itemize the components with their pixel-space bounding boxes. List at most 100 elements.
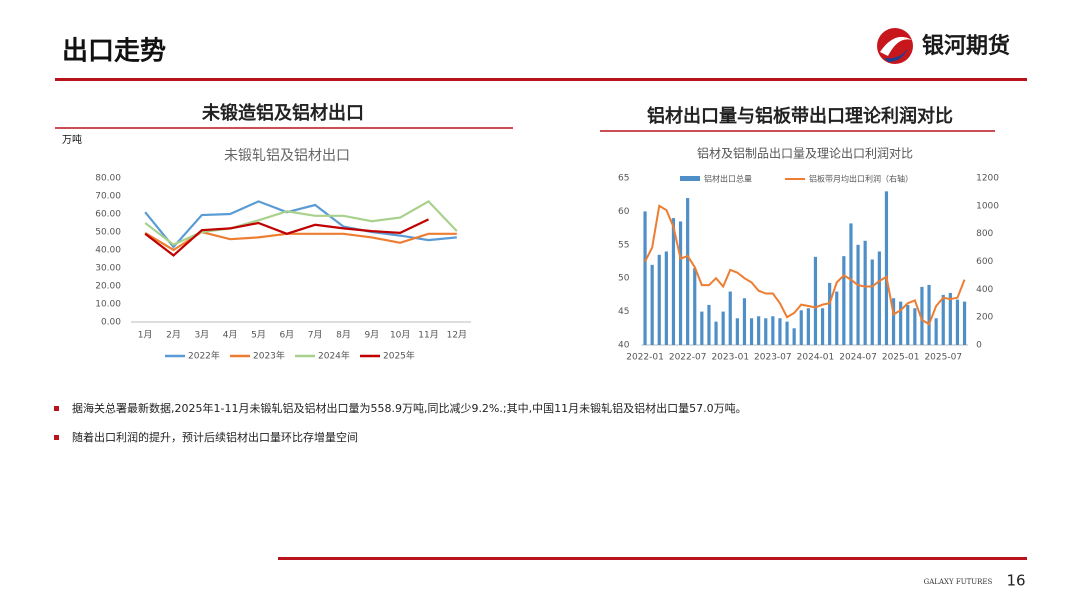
bar (693, 268, 697, 345)
y2-tick-label: 1200 (976, 174, 999, 184)
bar (877, 251, 881, 345)
bar (813, 256, 818, 345)
bar (927, 284, 931, 345)
x-tick-label: 10月 (390, 330, 410, 341)
chart-title: 未锻轧铝及铝材出口 (224, 148, 350, 164)
x-tick-label: 2024-07 (839, 353, 877, 363)
y-tick-label: 45 (618, 307, 629, 317)
data-line (644, 204, 966, 326)
bar (678, 221, 683, 345)
x-tick-label: 12月 (447, 330, 467, 341)
data-line (144, 218, 429, 257)
x-tick-label: 8月 (336, 330, 351, 341)
bullet-icon (54, 435, 59, 440)
x-tick-label: 6月 (279, 330, 294, 341)
bar (792, 328, 796, 345)
section-heading: 未锻造铝及铝材出口 (202, 102, 364, 124)
bar (842, 256, 846, 345)
bar (941, 294, 945, 345)
bar (899, 301, 903, 345)
x-tick-label: 2025-07 (924, 353, 962, 363)
bar (856, 244, 860, 345)
bar (735, 318, 739, 345)
y2-tick-label: 400 (976, 285, 993, 295)
bar (707, 304, 711, 345)
bar (891, 298, 896, 345)
bar (955, 299, 960, 345)
bullet-text: 随着出口利润的提升，预计后续铝材出口量环比存增量空间 (72, 430, 358, 444)
bar (863, 240, 867, 345)
bar (757, 316, 761, 345)
bar (778, 318, 782, 345)
legend-label: 铝材出口总量 (704, 174, 752, 184)
data-line (144, 200, 457, 249)
y-tick-label: 60.00 (95, 210, 121, 220)
x-tick-label: 2024-01 (797, 353, 835, 363)
bar (849, 223, 853, 345)
y-tick-label: 80.00 (95, 174, 121, 184)
bar (934, 318, 938, 345)
x-tick-label: 2022-07 (669, 353, 707, 363)
legend-swatch (680, 176, 700, 181)
y-tick-label: 40.00 (95, 246, 121, 256)
y-tick-label: 0.00 (101, 318, 121, 328)
bar (771, 316, 775, 345)
header-rule (55, 78, 1027, 81)
y-tick-label: 60 (618, 207, 630, 217)
y2-tick-label: 1000 (976, 201, 999, 211)
chart-title: 铝材及铝制品出口量及理论出口利润对比 (697, 146, 913, 161)
y2-tick-label: 600 (976, 257, 993, 267)
y-tick-label: 20.00 (95, 282, 121, 292)
bar (714, 321, 718, 345)
bar (806, 308, 810, 345)
bar (913, 308, 917, 345)
x-tick-label: 5月 (251, 330, 266, 341)
bar (764, 318, 768, 345)
y-tick-label: 10.00 (95, 300, 121, 310)
logo-icon (877, 28, 913, 64)
bar (828, 282, 832, 345)
bar (749, 318, 754, 345)
x-tick-label: 4月 (223, 330, 238, 341)
bar (835, 291, 839, 345)
x-tick-label: 2023-01 (711, 353, 749, 363)
bar (721, 311, 725, 345)
x-tick-label: 3月 (194, 330, 209, 341)
bullet-icon (54, 406, 59, 411)
bullet-text: 据海关总署最新数据,2025年1-11月未锻轧铝及铝材出口量为558.9万吨,同… (72, 401, 747, 415)
bar (643, 211, 647, 345)
y-tick-label: 55 (618, 240, 629, 250)
page-number: 16 (1006, 572, 1025, 590)
bar (664, 251, 668, 345)
y2-tick-label: 200 (976, 313, 993, 323)
logo-text: 银河期货 (922, 33, 1010, 59)
legend-label: 2024年 (318, 350, 350, 362)
bar (948, 292, 952, 345)
y-tick-label: 30.00 (95, 264, 121, 274)
unit-label: 万吨 (62, 133, 82, 146)
y-tick-label: 70.00 (95, 192, 121, 202)
x-tick-label: 2月 (166, 330, 181, 341)
legend-label: 2023年 (253, 350, 285, 362)
footer-rule (278, 557, 1027, 560)
y-tick-label: 65 (618, 174, 629, 184)
bar (671, 218, 676, 345)
y2-tick-label: 0 (976, 341, 982, 351)
x-tick-label: 11月 (418, 330, 438, 341)
x-tick-label: 9月 (364, 330, 379, 341)
bar (884, 191, 889, 345)
bar (820, 308, 825, 345)
section-heading: 铝材出口量与铝板带出口理论利润对比 (647, 105, 953, 127)
y-tick-label: 50.00 (95, 228, 121, 238)
bar (870, 259, 874, 345)
bar (700, 311, 704, 345)
bar (686, 198, 690, 345)
data-line (144, 230, 457, 252)
bar (962, 301, 967, 345)
y-tick-label: 50 (618, 274, 630, 284)
x-tick-label: 2025-01 (882, 353, 920, 363)
x-tick-label: 7月 (308, 330, 323, 341)
bar (799, 310, 803, 345)
